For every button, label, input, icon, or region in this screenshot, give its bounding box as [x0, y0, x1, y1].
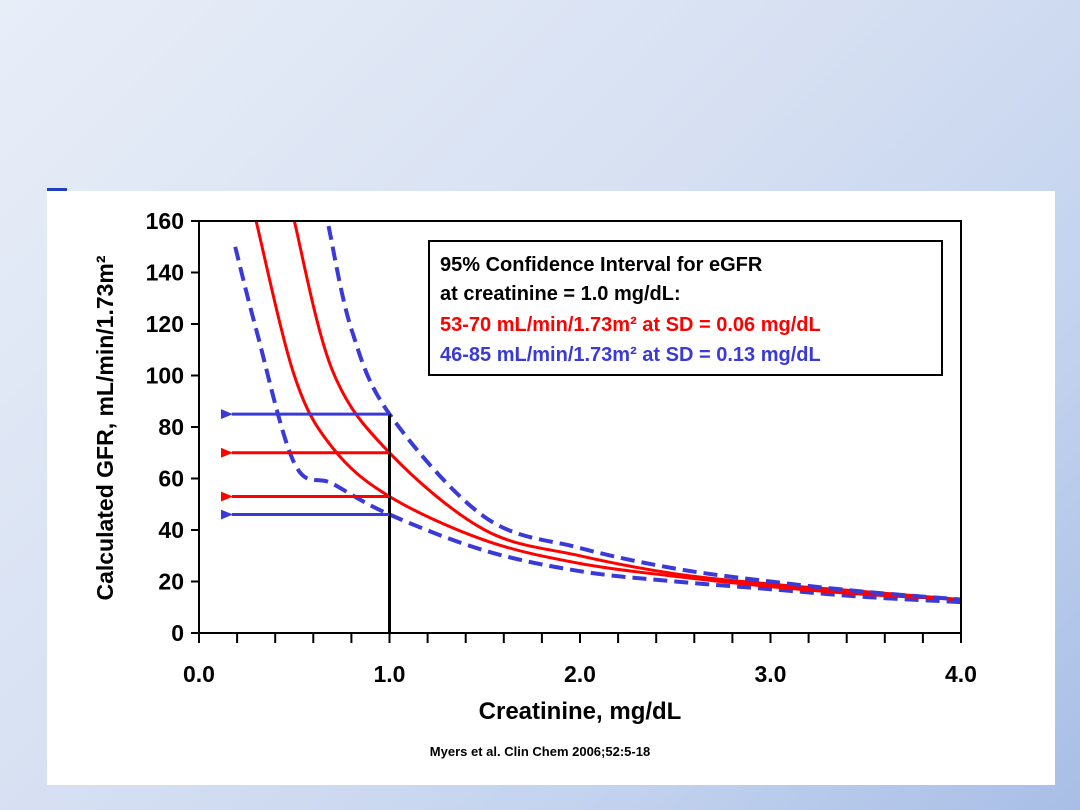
legend: 95% Confidence Interval for eGFR at crea… [428, 240, 943, 376]
x-tick-labels: 0.0 1.0 2.0 3.0 4.0 [183, 633, 977, 687]
citation: Myers et al. Clin Chem 2006;52:5-18 [429, 744, 651, 759]
legend-title-line2: at creatinine = 1.0 mg/dL: [440, 283, 681, 305]
y-tick-label: 160 [146, 208, 184, 234]
x-tick-label: 2.0 [564, 661, 596, 687]
y-tick-label: 80 [158, 414, 184, 440]
x-tick-label: 4.0 [945, 661, 977, 687]
y-tick-label: 140 [146, 260, 184, 286]
x-axis-label: Creatinine, mg/dL [479, 698, 682, 725]
legend-box [428, 240, 943, 376]
legend-title-line1: 95% Confidence Interval for eGFR [440, 254, 763, 276]
x-minor-ticks [236, 633, 924, 643]
y-tick-label: 120 [146, 311, 184, 337]
title-accent-bar [47, 188, 67, 192]
y-tick-label: 20 [158, 569, 184, 595]
y-axis-label: Calculated GFR, mL/min/1.73m² [92, 255, 118, 600]
y-tick-label: 60 [158, 466, 184, 492]
y-tick-label: 0 [171, 620, 184, 646]
arrow-layer [220, 409, 390, 520]
x-tick-label: 0.0 [183, 661, 215, 687]
x-tick-label: 3.0 [755, 661, 787, 687]
x-tick-label: 1.0 [374, 661, 406, 687]
legend-blue-entry: 46-85 mL/min/1.73m² at SD = 0.13 mg/dL [440, 344, 821, 366]
y-tick-label: 100 [146, 363, 184, 389]
legend-red-entry: 53-70 mL/min/1.73m² at SD = 0.06 mg/dL [440, 314, 821, 336]
series-line-2-red-solid [254, 221, 961, 601]
series-line-3-red-solid [292, 221, 961, 601]
y-tick-label: 40 [158, 517, 184, 543]
y-tick-labels: 0 20 40 60 80 100 120 140 160 [146, 208, 199, 646]
series-line-4-blue-dashed [326, 225, 961, 602]
